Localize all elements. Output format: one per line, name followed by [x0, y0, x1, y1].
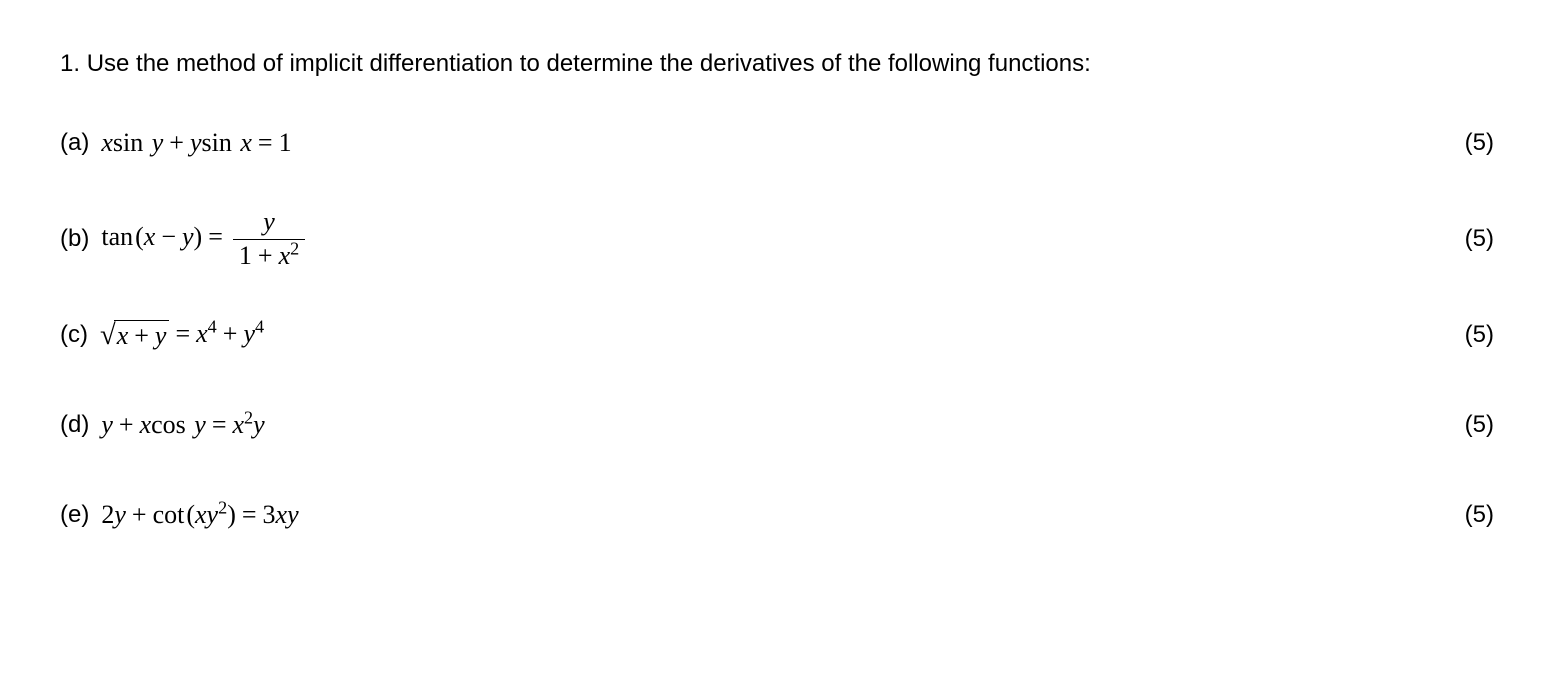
var-x: x — [279, 241, 291, 270]
sqrt-body: x+y — [114, 320, 170, 351]
var-x: x — [233, 410, 245, 439]
var-x: x — [276, 500, 288, 529]
op-plus: + — [163, 128, 190, 157]
exp-2: 2 — [290, 238, 299, 258]
sub-question-e: (e) 2y+cot(xy2)=3xy (5) — [60, 490, 1494, 540]
op-plus: + — [128, 321, 155, 350]
marks-c: (5) — [1465, 321, 1494, 349]
op-eq: = — [236, 500, 263, 529]
num-3: 3 — [263, 500, 276, 529]
equation-b: tan(x−y)=y1+x2 — [101, 208, 309, 270]
marks-a: (5) — [1465, 129, 1494, 157]
var-x: x — [240, 128, 252, 157]
label-b: (b) — [60, 225, 89, 253]
exp-4: 4 — [255, 316, 264, 336]
op-plus: + — [217, 319, 244, 348]
marks-d: (5) — [1465, 411, 1494, 439]
label-a: (a) — [60, 129, 89, 157]
var-y: y — [101, 410, 113, 439]
var-x: x — [144, 222, 156, 251]
var-x: x — [140, 410, 152, 439]
var-y: y — [253, 410, 265, 439]
sub-question-b-left: (b) tan(x−y)=y1+x2 — [60, 208, 309, 270]
numerator: y — [233, 208, 305, 240]
sub-question-b: (b) tan(x−y)=y1+x2 (5) — [60, 208, 1494, 270]
exp-2: 2 — [244, 408, 253, 428]
op-eq: = — [206, 410, 233, 439]
op-plus: + — [113, 410, 140, 439]
label-d: (d) — [60, 411, 89, 439]
op-eq: = — [252, 128, 279, 157]
var-y: y — [155, 321, 167, 350]
var-y: y — [243, 319, 255, 348]
var-y: y — [152, 128, 164, 157]
rparen: ) — [194, 222, 203, 251]
var-y: y — [182, 222, 194, 251]
equation-a: xsin y+ysin x=1 — [101, 128, 291, 158]
question-number: 1. — [60, 50, 80, 77]
var-y: y — [207, 500, 219, 529]
sub-question-a: (a) xsin y+ysin x=1 (5) — [60, 118, 1494, 168]
equation-c: √x+y=x4+y4 — [100, 319, 264, 352]
sub-question-d-left: (d) y+xcos y=x2y — [60, 410, 265, 440]
fn-cos: cos — [151, 410, 188, 439]
sub-question-e-left: (e) 2y+cot(xy2)=3xy — [60, 500, 299, 530]
num-1: 1 — [279, 128, 292, 157]
label-e: (e) — [60, 501, 89, 529]
exp-4: 4 — [208, 316, 217, 336]
op-eq: = — [202, 222, 229, 251]
exp-2: 2 — [218, 498, 227, 518]
fn-tan: tan — [101, 222, 135, 251]
lparen: ( — [135, 222, 144, 251]
var-y: y — [194, 410, 206, 439]
var-x: x — [195, 500, 207, 529]
var-y: y — [287, 500, 299, 529]
var-x: x — [196, 319, 208, 348]
var-y: y — [190, 128, 202, 157]
op-plus: + — [252, 241, 279, 270]
fn-sin: sin — [113, 128, 145, 157]
label-c: (c) — [60, 321, 88, 349]
equation-d: y+xcos y=x2y — [101, 410, 264, 440]
fn-sin: sin — [202, 128, 234, 157]
var-x: x — [101, 128, 113, 157]
marks-e: (5) — [1465, 501, 1494, 529]
question-prompt: Use the method of implicit differentiati… — [87, 50, 1091, 77]
sub-question-c: (c) √x+y=x4+y4 (5) — [60, 310, 1494, 360]
fn-cot: cot — [153, 500, 187, 529]
lparen: ( — [186, 500, 195, 529]
sqrt: √x+y — [100, 320, 169, 351]
op-eq: = — [169, 319, 196, 348]
sub-question-d: (d) y+xcos y=x2y (5) — [60, 400, 1494, 450]
fraction: y1+x2 — [233, 208, 305, 270]
num-2: 2 — [101, 500, 114, 529]
var-y: y — [114, 500, 126, 529]
denominator: 1+x2 — [233, 240, 305, 271]
rparen: ) — [227, 500, 236, 529]
op-plus: + — [126, 500, 153, 529]
num-1: 1 — [239, 241, 252, 270]
sub-question-c-left: (c) √x+y=x4+y4 — [60, 319, 264, 352]
equation-e: 2y+cot(xy2)=3xy — [101, 500, 298, 530]
var-x: x — [117, 321, 129, 350]
var-y: y — [263, 207, 275, 236]
marks-b: (5) — [1465, 225, 1494, 253]
op-minus: − — [155, 222, 182, 251]
sub-question-a-left: (a) xsin y+ysin x=1 — [60, 128, 292, 158]
question-intro: 1. Use the method of implicit differenti… — [60, 50, 1494, 78]
sqrt-sign: √ — [100, 322, 116, 353]
